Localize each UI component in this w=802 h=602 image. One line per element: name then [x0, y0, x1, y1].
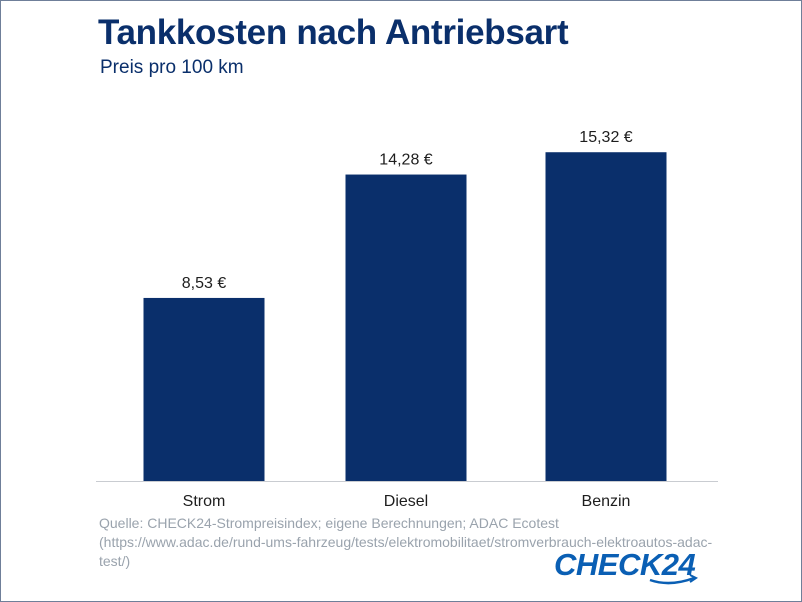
- bar-diesel: [345, 174, 467, 482]
- chart-title: Tankkosten nach Antriebsart: [98, 13, 569, 52]
- bar-strom: [143, 297, 265, 481]
- bar-benzin: [545, 152, 667, 481]
- category-label-strom: Strom: [183, 493, 226, 510]
- category-label-diesel: Diesel: [384, 493, 428, 510]
- value-label-strom: 8,53 €: [182, 275, 227, 292]
- category-label-benzin: Benzin: [582, 493, 631, 510]
- logo-swoosh-icon: [649, 574, 698, 585]
- chart-subtitle: Preis pro 100 km: [100, 57, 244, 78]
- value-label-diesel: 14,28 €: [379, 152, 432, 169]
- check24-logo-text: CHECK24: [554, 547, 696, 582]
- value-label-benzin: 15,32 €: [579, 129, 632, 146]
- source-note: Quelle: CHECK24-Strompreisindex; eigene …: [99, 515, 713, 569]
- check24-logo: CHECK24: [554, 547, 710, 587]
